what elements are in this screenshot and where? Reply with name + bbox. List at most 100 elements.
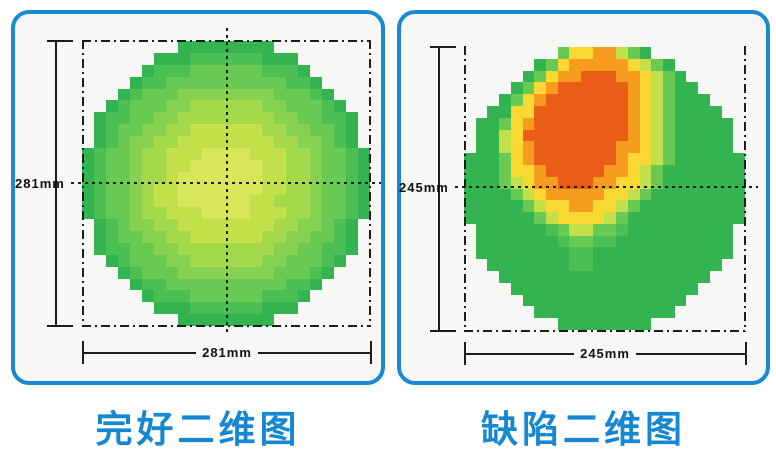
heatmap-cell (511, 71, 523, 83)
heatmap-cell (286, 147, 298, 160)
heatmap-cell (286, 278, 298, 291)
heatmap-cell (154, 41, 166, 53)
heatmap-cell (262, 219, 274, 231)
heatmap-cell (616, 176, 628, 189)
heatmap-cell (262, 183, 274, 196)
heatmap-cell (190, 195, 202, 208)
heatmap-cell (226, 112, 238, 125)
heatmap-cell (226, 183, 238, 196)
heatmap-cell (557, 247, 570, 260)
heatmap-cell (499, 247, 511, 260)
heatmap-cell (499, 188, 511, 201)
heatmap-cell (639, 235, 652, 248)
heatmap-cell (142, 254, 154, 267)
heatmap-cell (627, 117, 640, 130)
heatmap-cell (499, 59, 511, 71)
heatmap-cell (202, 64, 214, 77)
heatmap-cell (274, 64, 286, 77)
heatmap-cell (651, 282, 664, 295)
heatmap-cell (322, 231, 334, 243)
heatmap-cell (202, 242, 214, 255)
heatmap-cell (178, 314, 190, 326)
heatmap-cell (686, 306, 698, 318)
heatmap-cell (686, 105, 699, 118)
heatmap-cell (202, 159, 214, 172)
heatmap-cell (581, 282, 593, 295)
heatmap-cell (166, 219, 178, 231)
heatmap-cell (190, 124, 202, 136)
heatmap-cell (274, 41, 286, 53)
heatmap-cell (557, 117, 570, 130)
heatmap-cell (522, 117, 535, 130)
heatmap-cell (142, 278, 154, 291)
heatmap-cell (214, 278, 226, 291)
heatmap-cell (286, 183, 298, 196)
heatmap-cell (710, 59, 722, 71)
heatmap-cell (639, 247, 652, 260)
heatmap-cell (286, 159, 298, 172)
heatmap-cell (674, 153, 687, 165)
heatmap-cell (686, 282, 699, 295)
heatmap-cell (581, 70, 593, 83)
heatmap-cell (698, 212, 710, 224)
heatmap-cell (154, 266, 166, 279)
heatmap-cell (298, 242, 310, 255)
heatmap-cell (346, 100, 358, 112)
heatmap-cell (202, 136, 214, 148)
heatmap-cell (523, 47, 535, 59)
heatmap-cell (581, 47, 593, 59)
heatmap-cell (686, 153, 699, 165)
heatmap-cell (166, 207, 178, 220)
heatmap-cell (627, 223, 640, 236)
heatmap-cell (118, 159, 130, 172)
heatmap-cell (346, 290, 358, 302)
heatmap-cell (510, 153, 523, 165)
heatmap-cell (698, 188, 710, 201)
heatmap-cell (274, 136, 286, 148)
heatmap-cell (722, 94, 734, 106)
heatmap-cell (106, 171, 118, 184)
heatmap-cell (651, 294, 664, 307)
heatmap-cell (334, 267, 346, 279)
heatmap-cell (238, 195, 250, 208)
heatmap-cell (499, 129, 511, 142)
heatmap-cell (118, 112, 130, 125)
heatmap-cell (214, 112, 226, 125)
heatmap-cell (166, 64, 178, 77)
intact-horizontal-dimension-tick-left (82, 341, 84, 364)
heatmap-cell (499, 271, 511, 283)
heatmap-cell (94, 41, 106, 53)
heatmap-cell (178, 183, 190, 196)
heatmap-cell (534, 247, 546, 260)
heatmap-cell (627, 212, 640, 224)
heatmap-cell (522, 164, 535, 177)
heatmap-cell (154, 124, 166, 136)
heatmap-cell (604, 212, 617, 224)
heatmap-cell (310, 112, 322, 125)
heatmap-cell (487, 283, 499, 295)
heatmap-cell (464, 212, 476, 224)
heatmap-cell (721, 141, 734, 154)
heatmap-cell (663, 282, 675, 295)
heatmap-cell (154, 254, 166, 267)
heatmap-cell (545, 306, 558, 319)
heatmap-cell (487, 141, 500, 154)
heatmap-cell (322, 77, 334, 89)
heatmap-cell (130, 219, 142, 231)
heatmap-cell (334, 254, 346, 267)
heatmap-cell (202, 302, 214, 315)
heatmap-cell (154, 242, 166, 255)
heatmap-cell (475, 212, 488, 224)
heatmap-cell (686, 318, 698, 330)
heatmap-cell (546, 47, 558, 59)
heatmap-cell (651, 47, 663, 59)
heatmap-cell (214, 124, 226, 136)
heatmap-cell (154, 52, 166, 65)
heatmap-cell (710, 71, 722, 83)
heatmap-cell (709, 105, 722, 118)
heatmap-cell (214, 159, 226, 172)
heatmap-cell (94, 219, 106, 231)
heatmap-cell (130, 242, 142, 255)
heatmap-cell (238, 171, 250, 184)
heatmap-cell (274, 219, 286, 231)
